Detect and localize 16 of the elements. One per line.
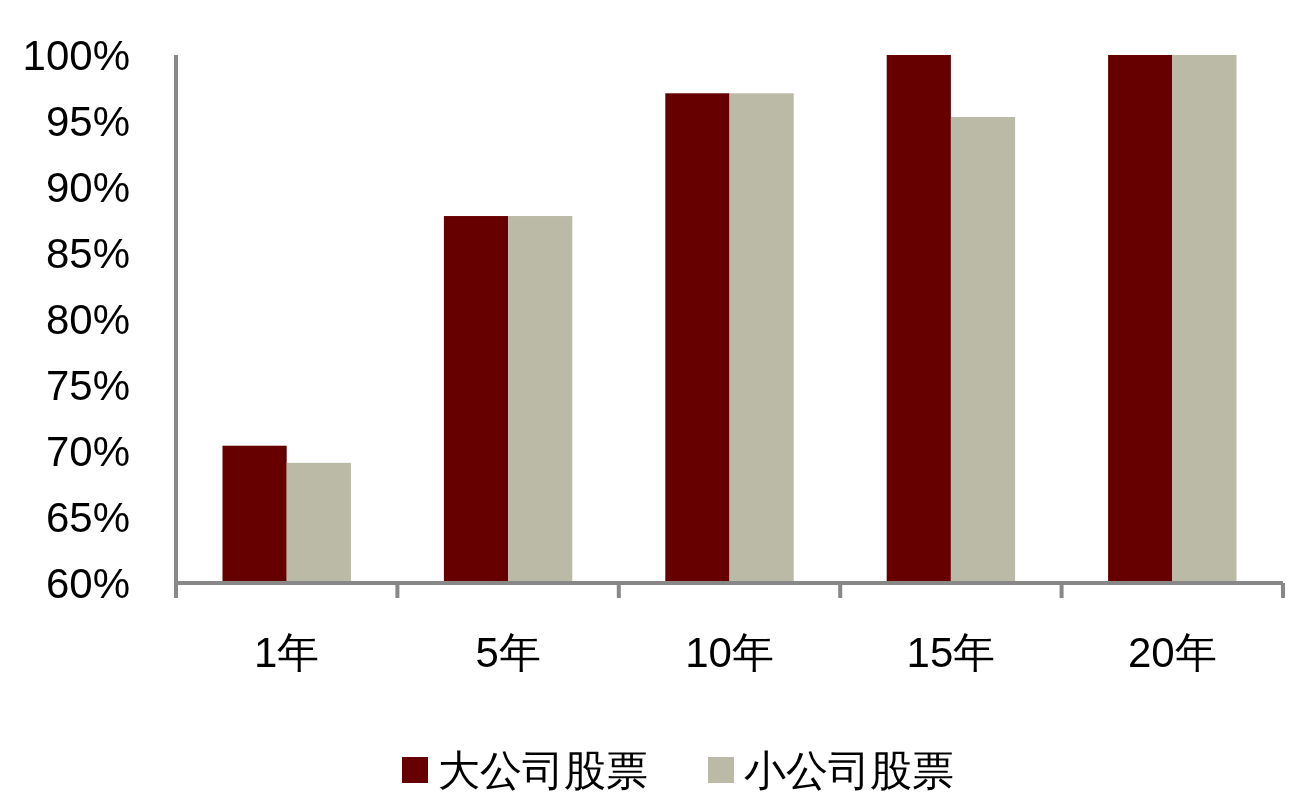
y-tick-label: 95%	[45, 97, 130, 145]
y-tick-label: 80%	[45, 295, 130, 343]
x-tick-label: 1年	[254, 628, 320, 676]
x-tick-label: 15年	[906, 628, 996, 676]
legend-label: 大公司股票	[438, 746, 648, 794]
y-tick-label: 100%	[22, 31, 130, 79]
y-tick-label: 75%	[45, 361, 130, 409]
y-tick-label: 65%	[45, 493, 130, 541]
y-tick-label: 70%	[45, 427, 130, 475]
x-tick-label: 10年	[685, 628, 774, 676]
y-tick-label: 85%	[45, 229, 130, 277]
y-tick-label: 90%	[45, 163, 130, 211]
y-tick-label: 60%	[45, 559, 130, 607]
x-tick-label: 20年	[1127, 628, 1217, 676]
x-tick-label: 5年	[475, 628, 541, 676]
legend-label: 小公司股票	[744, 746, 954, 794]
